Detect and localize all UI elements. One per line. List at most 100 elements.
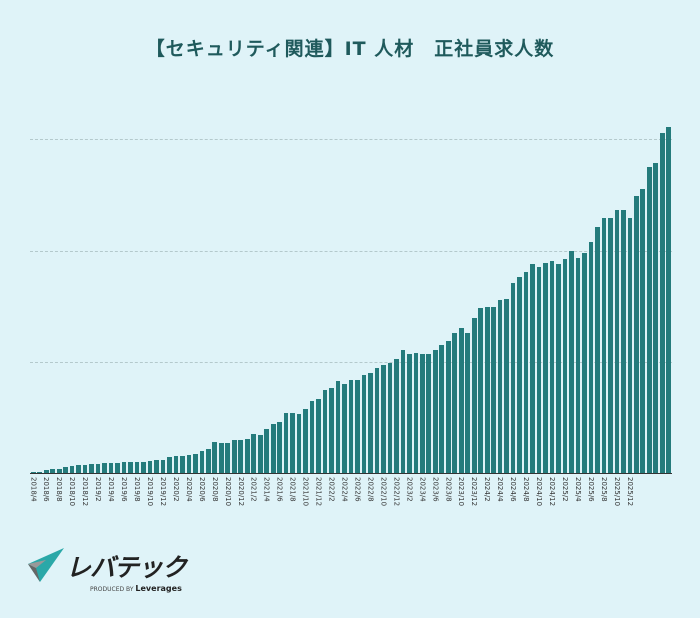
bar-2020/3 <box>180 456 185 473</box>
x-tick-label: 2019/8 <box>133 477 141 502</box>
bar-2024/4 <box>497 299 503 473</box>
bar-2021/9 <box>296 414 302 473</box>
bar-2020/2 <box>173 456 179 473</box>
bar-2025/8 <box>601 217 607 473</box>
x-tick-label: 2020/12 <box>236 477 245 507</box>
bar-2020/11 <box>231 439 237 473</box>
bar-2020/9 <box>218 443 224 473</box>
bar-2021/2 <box>251 434 257 473</box>
bar-2022/9 <box>374 367 380 473</box>
bar-2020/8 <box>212 441 218 473</box>
bar-2025/10 <box>614 209 620 473</box>
bar-2023/1 <box>400 349 406 473</box>
bar-2019/12 <box>160 459 166 473</box>
bar-2024/10 <box>536 266 542 473</box>
bar-undefined <box>659 133 665 473</box>
bar-2020/12 <box>238 439 244 473</box>
x-tick-label: 2020/8 <box>210 477 219 502</box>
bar-2023/11 <box>465 333 471 473</box>
bar-2025/9 <box>608 217 613 473</box>
logo-text: レバテック <box>66 553 187 582</box>
bar-2022/7 <box>361 375 367 473</box>
bar-2024/2 <box>484 306 490 473</box>
x-tick-label: 2025/2 <box>561 477 569 502</box>
x-tick-label: 2021/8 <box>288 477 297 502</box>
bar-2018/4 <box>30 471 36 473</box>
x-tick-label: 2018/8 <box>55 477 64 502</box>
bar-2019/1 <box>89 464 94 473</box>
x-tick-label: 2025/4 <box>573 477 582 502</box>
bar-2020/6 <box>199 450 205 473</box>
bar-2018/7 <box>50 468 56 473</box>
x-tick-label: 2021/6 <box>275 477 284 502</box>
bar-2020/5 <box>193 454 198 473</box>
bar-2021/3 <box>257 435 263 473</box>
bar-2019/2 <box>95 464 101 473</box>
x-tick-label: 2023/8 <box>444 477 453 502</box>
bar-2019/10 <box>147 460 153 473</box>
bar-2020/10 <box>225 443 231 473</box>
produced-by-label: PRODUCED BY <box>90 586 134 593</box>
bar-2019/11 <box>154 459 159 473</box>
bar-2024/3 <box>491 306 496 473</box>
bar-2023/12 <box>471 317 477 473</box>
x-tick-label: 2021/4 <box>262 477 271 502</box>
bar-2023/8 <box>445 340 451 473</box>
x-tick-label: 2023/10 <box>457 477 466 507</box>
bar-2023/5 <box>426 354 432 473</box>
bar-2022/10 <box>381 365 386 473</box>
x-tick-label: 2022/12 <box>392 477 401 507</box>
bar-2018/5 <box>37 471 43 473</box>
bar-2024/5 <box>504 298 509 473</box>
bar-2019/4 <box>108 463 114 473</box>
bar-2023/6 <box>432 349 438 473</box>
x-tick-label: 2021/10 <box>301 477 310 507</box>
bar-2022/8 <box>368 373 373 473</box>
x-tick-label: 2024/12 <box>548 477 557 507</box>
bar-2025/6 <box>588 242 594 473</box>
bar-2025/11 <box>621 209 626 473</box>
bar-2023/7 <box>439 345 445 473</box>
logo-subtext: PRODUCED BY Leverages <box>90 584 182 593</box>
gridline-300 <box>30 139 672 140</box>
bar-2021/4 <box>264 428 270 473</box>
x-tick-label: 2020/2 <box>171 477 180 502</box>
bar-2024/8 <box>523 272 529 473</box>
bar-2021/10 <box>303 408 308 473</box>
x-tick-label: 2020/4 <box>184 477 193 502</box>
x-tick-label: 2021/2 <box>249 477 258 502</box>
x-tick-label: 2018/6 <box>42 477 51 502</box>
x-tick-label: 2019/10 <box>145 477 154 507</box>
bar-2025/12 <box>627 217 633 473</box>
x-tick-label: 2018/4 <box>29 477 38 502</box>
bar-2021/12 <box>316 398 321 473</box>
x-tick-label: 2019/2 <box>94 477 103 502</box>
x-tick-label: 2024/8 <box>522 477 531 502</box>
bar-undefined <box>633 195 639 473</box>
bar-2021/11 <box>309 400 315 473</box>
x-tick-label: 2025/6 <box>586 477 595 502</box>
bar-2018/10 <box>69 466 75 473</box>
bar-2025/2 <box>562 258 568 473</box>
x-tick-label: 2022/8 <box>366 477 375 502</box>
logo-mark-icon <box>28 548 64 582</box>
bar-2018/11 <box>76 465 81 473</box>
x-tick-label: 2022/4 <box>340 477 349 502</box>
bar-undefined <box>666 126 672 473</box>
x-tick-label: 2018/12 <box>81 477 90 507</box>
bar-2025/4 <box>575 257 581 473</box>
bar-2024/6 <box>510 283 516 473</box>
bar-2025/5 <box>582 253 587 473</box>
bar-2019/6 <box>121 461 127 473</box>
x-tick-label: 2024/10 <box>535 477 544 507</box>
x-tick-label: 2023/2 <box>405 477 414 502</box>
bar-2024/7 <box>517 276 522 473</box>
x-tick-label: 2023/6 <box>431 477 440 502</box>
bar-2024/9 <box>530 264 535 473</box>
bar-2024/12 <box>549 261 555 473</box>
x-tick-label: 2022/6 <box>353 477 362 502</box>
bar-2023/2 <box>407 354 412 473</box>
bar-2018/9 <box>63 467 68 473</box>
plot-area <box>30 120 672 474</box>
bar-undefined <box>653 163 659 473</box>
